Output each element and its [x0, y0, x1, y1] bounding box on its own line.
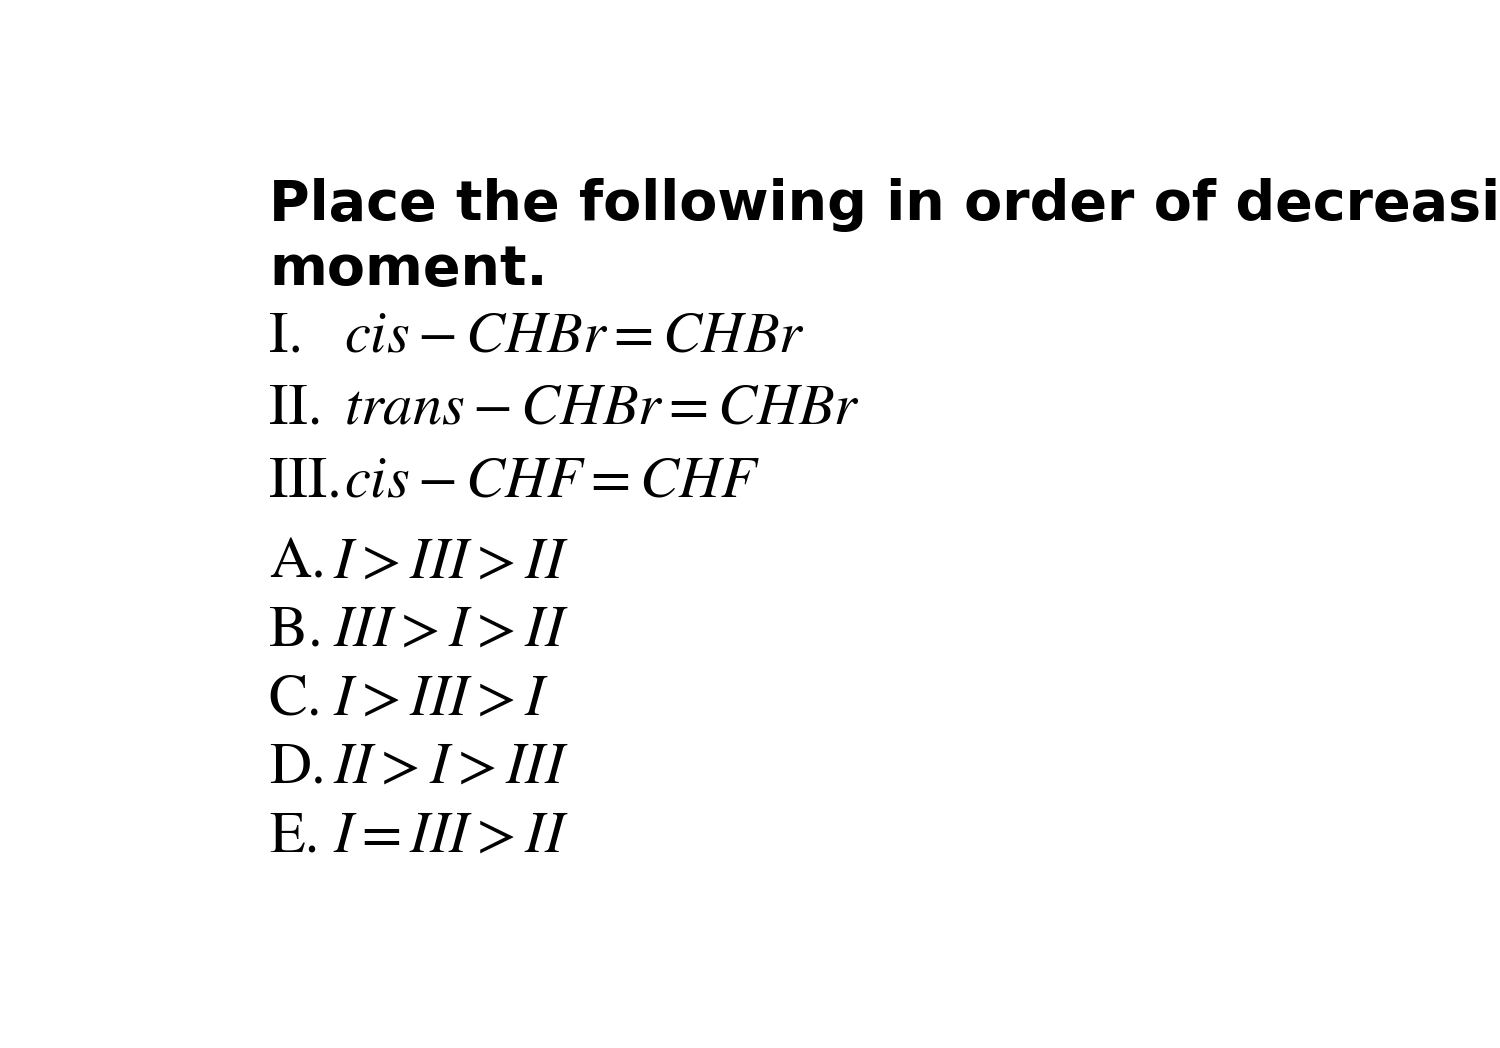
Text: $I=III>II$: $I=III>II$ — [333, 812, 568, 865]
Text: $\mathit{cis}-\mathit{CHF}=\mathit{CHF}$: $\mathit{cis}-\mathit{CHF}=\mathit{CHF}$ — [345, 457, 760, 509]
Text: Place the following in order of decreasing dipole: Place the following in order of decreasi… — [268, 178, 1500, 233]
Text: D.: D. — [268, 743, 326, 796]
Text: E.: E. — [268, 812, 320, 865]
Text: B.: B. — [268, 606, 322, 659]
Text: I.: I. — [268, 311, 303, 365]
Text: A.: A. — [268, 538, 326, 590]
Text: $\mathit{trans}-\mathit{CHBr}=\mathit{CHBr}$: $\mathit{trans}-\mathit{CHBr}=\mathit{CH… — [345, 384, 861, 437]
Text: III.: III. — [268, 457, 342, 509]
Text: moment.: moment. — [268, 243, 548, 297]
Text: $II>I>III$: $II>I>III$ — [333, 743, 568, 796]
Text: II.: II. — [268, 384, 322, 437]
Text: $I>III>II$: $I>III>II$ — [333, 538, 568, 590]
Text: C.: C. — [268, 675, 322, 727]
Text: $I>III>I$: $I>III>I$ — [333, 675, 549, 727]
Text: $III>I>II$: $III>I>II$ — [333, 606, 568, 659]
Text: $\mathit{cis}-\mathit{CHBr}=\mathit{CHBr}$: $\mathit{cis}-\mathit{CHBr}=\mathit{CHBr… — [345, 311, 806, 365]
